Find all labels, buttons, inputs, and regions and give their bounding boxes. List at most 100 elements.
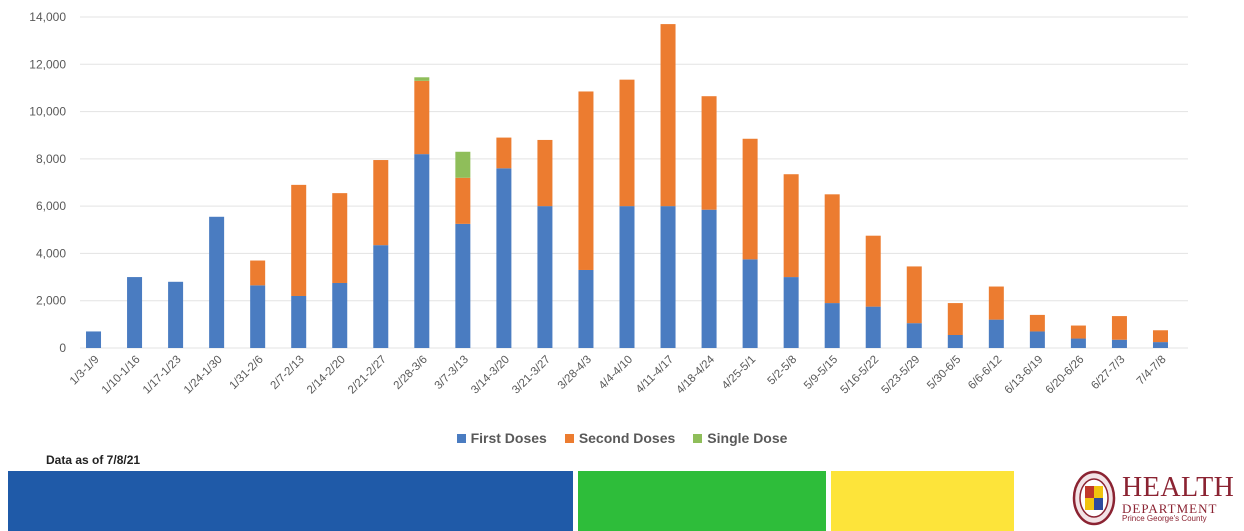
bar-segment-first-doses: [660, 206, 676, 348]
x-tick-label: 2/7-2/13: [268, 354, 306, 392]
x-tick-label: 5/23-5/29: [880, 354, 923, 397]
bar-segment-second-doses: [414, 80, 430, 155]
chart-legend: First Doses Second Doses Single Dose: [0, 428, 1244, 448]
legend-item-first-doses: First Doses: [456, 428, 547, 448]
bar-segment-first-doses: [86, 331, 102, 348]
x-tick-label: 5/2-5/8: [765, 354, 799, 388]
x-tick-label: 1/17-1/23: [141, 354, 184, 397]
bar-segment-first-doses: [988, 319, 1004, 348]
bar-segment-first-doses: [865, 306, 881, 348]
bar-segment-second-doses: [578, 91, 594, 270]
bar-segment-first-doses: [947, 334, 963, 348]
x-tick-label: 2/14-2/20: [305, 354, 348, 397]
bar-segment-second-doses: [701, 96, 717, 210]
bar-segment-first-doses: [373, 245, 389, 348]
y-tick-label: 4,000: [36, 246, 66, 260]
bar-segment-second-doses: [824, 194, 840, 304]
bar-segment-second-doses: [1029, 314, 1045, 332]
bar-segment-first-doses: [168, 281, 184, 348]
bar-segment-first-doses: [537, 206, 553, 348]
x-tick-label: 6/13-6/19: [1003, 354, 1046, 397]
x-tick-label: 3/14-3/20: [469, 354, 512, 397]
x-tick-label: 2/28-3/6: [392, 354, 430, 392]
color-band-yellow: [831, 471, 1014, 531]
bar-segment-second-doses: [742, 138, 758, 260]
bar-segment-first-doses: [824, 303, 840, 348]
x-tick-label: 1/31-2/6: [227, 354, 265, 392]
logo-line-health: HEALTH: [1122, 471, 1235, 503]
legend-label-second: Second Doses: [578, 430, 676, 446]
bar-segment-first-doses: [701, 209, 717, 348]
legend-item-single-dose: Single Dose: [693, 428, 787, 448]
x-tick-label: 4/18-4/24: [674, 353, 717, 396]
county-seal-icon: [1072, 470, 1116, 526]
bar-segment-second-doses: [537, 139, 553, 207]
stacked-bar-chart: 02,0004,0006,0008,00010,00012,00014,000 …: [29, 10, 1188, 396]
bar-segment-second-doses: [660, 24, 676, 207]
bar-segment-second-doses: [1152, 330, 1168, 343]
x-tick-label: 2/21-2/27: [346, 354, 389, 397]
color-band-blue: [8, 471, 573, 531]
x-tick-label: 1/24-1/30: [182, 354, 225, 397]
x-tick-label: 4/25-5/1: [720, 354, 758, 392]
color-band-green: [578, 471, 826, 531]
x-tick-label: 5/30-6/5: [925, 354, 963, 392]
legend-swatch-single: [693, 433, 703, 443]
y-axis-tick-labels: 0 2,000 4,000 6,000 8,000 10,000 12,000 14,000: [29, 10, 66, 355]
bar-segment-first-doses: [1070, 338, 1086, 348]
y-tick-label: 8,000: [36, 152, 66, 166]
bar-segment-first-doses: [1029, 331, 1045, 348]
x-tick-label: 6/27-7/3: [1089, 354, 1127, 392]
legend-item-second-doses: Second Doses: [564, 428, 676, 448]
bar-segment-second-doses: [947, 303, 963, 335]
x-tick-label: 5/9-5/15: [802, 354, 840, 392]
logo-text: HEALTH DEPARTMENT Prince George's County: [1122, 471, 1235, 523]
y-tick-label: 2,000: [36, 294, 66, 308]
y-tick-label: 10,000: [29, 105, 66, 119]
y-tick-label: 0: [59, 341, 66, 355]
bar-segment-second-doses: [906, 266, 922, 324]
x-tick-label: 3/28-4/3: [556, 354, 594, 392]
x-axis-tick-labels: 1/3-1/91/10-1/161/17-1/231/24-1/30 1/31-2…: [68, 353, 1169, 396]
y-tick-label: 14,000: [29, 10, 66, 24]
bar-segment-first-doses: [619, 206, 635, 348]
legend-label-single: Single Dose: [707, 430, 788, 446]
x-tick-label: 7/4-7/8: [1135, 354, 1169, 388]
y-tick-label: 12,000: [29, 57, 66, 71]
bar-segment-first-doses: [332, 282, 348, 348]
bar-segment-second-doses: [865, 235, 881, 307]
y-tick-label: 6,000: [36, 199, 66, 213]
bar-segment-first-doses: [250, 285, 266, 348]
bar-segment-second-doses: [455, 177, 471, 224]
x-tick-label: 3/21-3/27: [510, 354, 553, 397]
bar-segment-first-doses: [906, 323, 922, 348]
bar-segment-second-doses: [783, 174, 799, 278]
bar-segment-second-doses: [291, 184, 307, 296]
bar-segment-first-doses: [1111, 339, 1127, 348]
bar-segment-second-doses: [988, 286, 1004, 320]
bar-segment-first-doses: [1152, 342, 1168, 348]
bar-segment-second-doses: [332, 193, 348, 283]
bar-segment-single-dose: [414, 77, 430, 81]
x-tick-label: 4/11-4/17: [634, 354, 676, 396]
x-tick-label: 1/10-1/16: [100, 354, 143, 397]
legend-label-first: First Doses: [470, 430, 547, 446]
bar-segment-second-doses: [1111, 316, 1127, 340]
bar-segment-first-doses: [127, 277, 143, 348]
health-department-logo: HEALTH DEPARTMENT Prince George's County: [1072, 468, 1242, 528]
bar-segment-first-doses: [783, 277, 799, 348]
x-tick-label: 6/20-6/26: [1044, 354, 1087, 397]
x-tick-label: 1/3-1/9: [68, 354, 102, 388]
bar-segment-first-doses: [209, 216, 225, 348]
bar-segment-second-doses: [250, 260, 266, 286]
x-tick-label: 5/16-5/22: [838, 354, 881, 397]
bar-segment-first-doses: [291, 295, 307, 348]
x-tick-label: 3/7-3/13: [433, 354, 471, 392]
bar-segment-first-doses: [496, 168, 512, 348]
bar-segment-second-doses: [619, 79, 635, 207]
bar-segment-first-doses: [578, 269, 594, 348]
bars: [86, 24, 1168, 348]
legend-swatch-first: [456, 433, 466, 443]
bar-segment-second-doses: [496, 137, 512, 169]
bar-segment-first-doses: [742, 259, 758, 348]
